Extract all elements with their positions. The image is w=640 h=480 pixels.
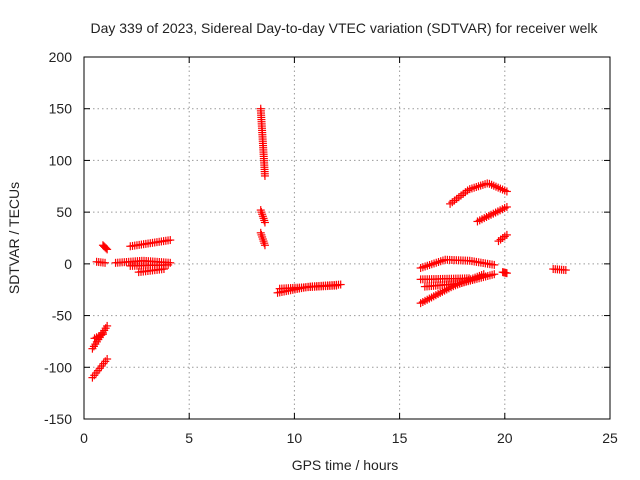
data-point-marker (260, 171, 269, 180)
data-point-marker (472, 183, 481, 192)
data-point-marker (101, 243, 110, 252)
data-point-marker (103, 355, 112, 364)
data-point-marker (467, 184, 476, 193)
data-points (88, 104, 570, 382)
data-point-marker (490, 260, 499, 269)
grid-lines (84, 57, 610, 419)
x-tick-label: 0 (80, 430, 88, 446)
data-point-marker (479, 270, 488, 279)
data-point-marker (256, 228, 265, 237)
data-point-marker (103, 245, 112, 254)
data-point-marker (502, 187, 511, 196)
data-point-marker (260, 241, 269, 250)
data-point-marker (258, 210, 267, 219)
y-tick-label: 50 (56, 204, 72, 220)
x-tick-label: 10 (287, 430, 303, 446)
data-point-marker (260, 218, 269, 227)
data-point-marker (502, 202, 511, 211)
data-point-marker (259, 214, 268, 223)
y-tick-label: 100 (49, 152, 73, 168)
data-point-marker (502, 269, 511, 278)
data-point-marker (478, 180, 487, 189)
data-point-marker (561, 266, 570, 275)
y-tick-label: 200 (49, 49, 73, 65)
y-tick-label: -50 (52, 308, 72, 324)
data-point-marker (260, 216, 269, 225)
data-point-marker (490, 270, 499, 279)
x-tick-label: 15 (392, 430, 408, 446)
chart-title: Day 339 of 2023, Sidereal Day-to-day VTE… (90, 20, 598, 36)
y-tick-labels: -150 -100 -50 0 50 100 150 200 (44, 49, 72, 427)
data-point-marker (259, 237, 268, 246)
x-tick-label: 5 (185, 430, 193, 446)
data-point-marker (164, 260, 173, 269)
data-point-marker (257, 230, 266, 239)
axis-ticks (83, 56, 611, 420)
y-tick-label: -150 (44, 411, 72, 427)
data-point-marker (159, 265, 168, 274)
data-point-marker (474, 182, 483, 191)
data-point-marker (101, 258, 110, 267)
y-axis-label: SDTVAR / TECUs (6, 182, 22, 294)
data-point-marker (257, 208, 266, 217)
x-tick-label: 20 (497, 430, 513, 446)
data-point-marker (256, 206, 265, 215)
data-point-marker (103, 321, 112, 330)
data-point-marker (258, 235, 267, 244)
data-point-marker (260, 239, 269, 248)
data-point-marker (332, 281, 341, 290)
plot-frame (83, 56, 611, 420)
data-point-marker (258, 212, 267, 221)
data-point-marker (166, 258, 175, 267)
data-point-marker (102, 244, 111, 253)
data-point-marker (476, 181, 485, 190)
data-point-marker (258, 232, 267, 241)
data-point-marker (336, 280, 345, 289)
data-point-marker (502, 230, 511, 239)
x-tick-labels: 0 5 10 15 20 25 (80, 430, 618, 446)
data-point-marker (98, 330, 107, 339)
x-axis-label: GPS time / hours (292, 457, 399, 473)
y-tick-label: 0 (64, 256, 72, 272)
data-point-marker (166, 236, 175, 245)
y-tick-label: -100 (44, 359, 72, 375)
y-tick-label: 150 (49, 101, 73, 117)
x-tick-label: 25 (602, 430, 618, 446)
